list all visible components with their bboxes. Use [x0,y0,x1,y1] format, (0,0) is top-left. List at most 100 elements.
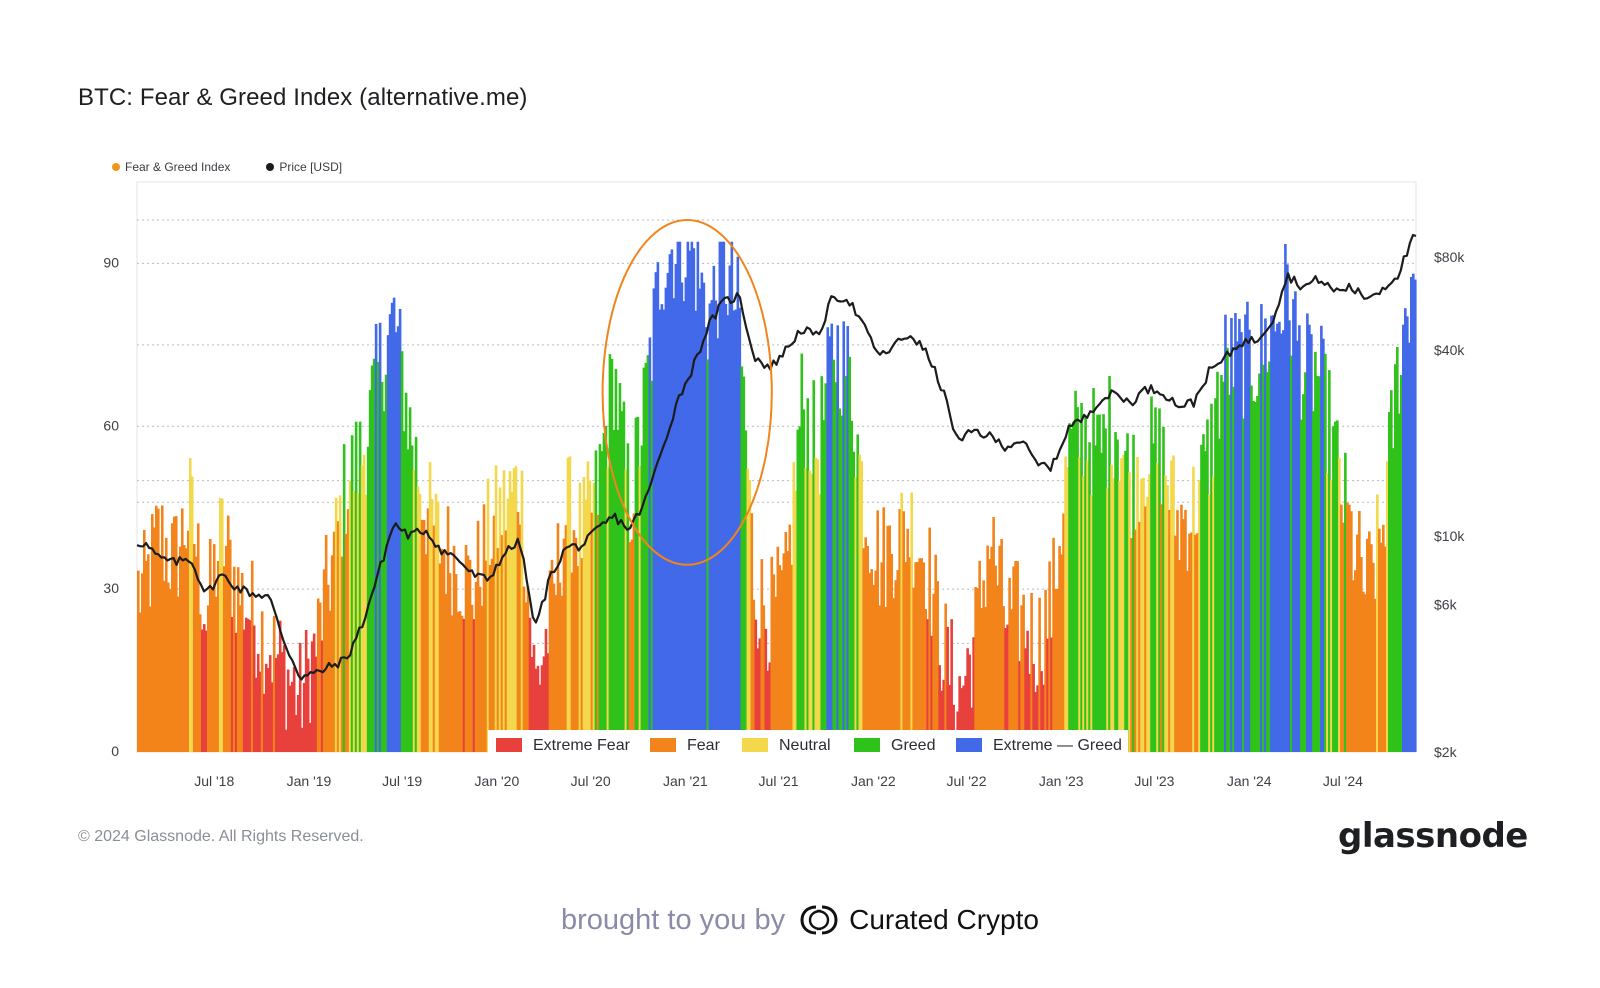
index-bar [338,495,342,752]
index-bar [1362,591,1365,752]
index-bar [476,520,480,752]
index-bar [1018,661,1021,752]
legend-item-price[interactable]: Price [USD] [266,160,342,174]
index-bar [1330,480,1333,752]
bottom-legend-box [488,730,1128,760]
index-bar [800,353,804,752]
index-bar [850,420,854,752]
index-bar [1218,438,1221,752]
index-bar [1070,428,1073,752]
y-right-tick-label: $2k [1434,744,1458,760]
x-tick-label: Jan '23 [1039,773,1084,789]
index-bar [438,563,442,752]
index-bar [246,618,250,752]
index-bar [1236,341,1239,752]
top-legend: Fear & Greed Index Price [USD] [112,160,342,174]
index-bar [706,359,710,752]
index-bar [444,593,448,752]
index-bar [766,670,770,752]
index-bar [442,550,446,752]
index-bar [648,337,652,752]
index-bar [1022,594,1025,752]
index-bar [1376,494,1379,752]
index-bar [848,356,852,752]
y-left-tick-label: 0 [111,743,119,759]
index-bar [552,583,556,752]
index-bar [1272,315,1275,752]
index-bar [504,530,508,752]
index-bar [756,648,760,752]
legend-item-index[interactable]: Fear & Greed Index [112,160,230,174]
left-axis: 0 30 60 90 [103,254,119,759]
index-bar [984,606,987,752]
index-bar [826,327,830,752]
index-bar [568,456,572,752]
index-bar [1366,538,1369,752]
index-bar [788,524,792,752]
index-bar [340,556,344,752]
index-bar [592,482,596,752]
index-bar [962,685,965,752]
index-bar [1174,535,1177,752]
index-bar [554,595,558,752]
index-bar [942,679,945,752]
index-bar [538,684,542,752]
index-bar [992,517,995,752]
index-bar [300,727,304,752]
index-bar [198,614,202,752]
index-bar [932,593,935,752]
index-bar [664,287,668,752]
index-bar [598,444,602,752]
curated-crypto-link[interactable]: Curated Crypto [799,902,1039,938]
index-bar [366,446,370,752]
index-bar [1118,480,1121,752]
index-bar [412,470,416,752]
legend-label: Neutral [779,737,831,754]
index-bar [516,511,520,752]
index-bar [724,303,728,752]
index-bar [1304,372,1307,752]
index-bar [550,559,554,752]
index-bar [1176,510,1179,752]
index-bar [1250,385,1253,752]
index-bar [922,562,925,752]
index-bar [1238,318,1241,752]
index-bar [1206,419,1209,752]
index-bar [280,652,284,752]
index-bar [590,512,594,752]
index-bar [1216,371,1219,752]
index-bar [312,633,316,752]
index-bar [1128,472,1131,752]
index-bar [688,250,692,752]
index-bar [143,529,146,752]
index-bar [460,615,464,752]
index-bar [352,490,356,752]
index-bar [1310,334,1313,752]
index-bar [888,525,892,752]
index-bar [762,605,766,752]
index-bar [1334,421,1337,752]
index-bar [240,572,244,752]
index-bar [252,625,256,752]
index-bar [780,570,784,752]
index-bar [880,562,884,752]
index-bar [1298,325,1301,752]
index-bar [630,539,634,752]
index-bar [1024,648,1027,752]
x-tick-label: Jul '22 [946,773,986,789]
index-bar [896,570,900,752]
y-left-tick-label: 30 [103,580,119,596]
index-bar [1094,445,1097,752]
index-bar [440,548,444,752]
index-bar [286,669,290,752]
index-bar [1360,557,1363,752]
index-bar [490,558,494,752]
index-bar [1300,419,1303,752]
index-bar [426,508,430,752]
index-bar [1148,474,1151,752]
index-bar [318,602,322,752]
index-bar [912,587,915,752]
index-bar [1282,330,1285,752]
index-bar [522,586,526,752]
index-bar [1332,426,1335,752]
